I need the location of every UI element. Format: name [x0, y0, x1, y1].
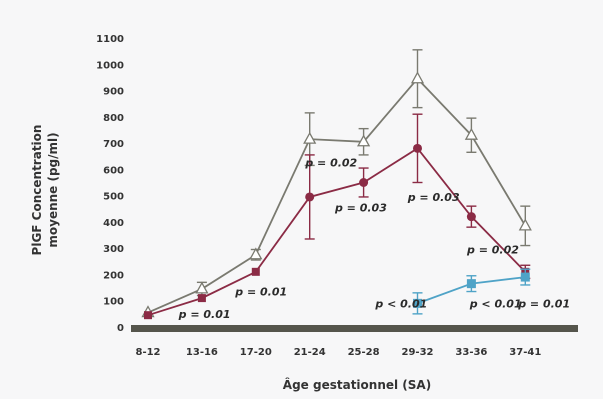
y-tick-label: 100	[103, 297, 124, 308]
data-point	[466, 279, 476, 289]
data-point	[305, 192, 315, 202]
x-tick-label: 37-41	[509, 347, 541, 358]
y-axis-title-line1: PlGF Concentration	[30, 125, 44, 256]
data-point	[464, 127, 478, 140]
data-point	[359, 178, 369, 187]
series-3	[412, 268, 531, 315]
data-point	[357, 134, 371, 147]
data-point	[413, 143, 422, 153]
y-tick-label: 900	[103, 87, 124, 98]
y-tick-label: 500	[103, 192, 124, 203]
data-point	[197, 294, 206, 303]
p-value-label: p = 0.03	[334, 201, 387, 214]
p-value-label: p = 0.02	[466, 243, 519, 256]
data-point	[410, 71, 425, 84]
y-tick-label: 200	[103, 270, 124, 281]
y-tick-label: 600	[103, 165, 124, 176]
series-layer	[141, 49, 532, 320]
y-tick-label: 700	[103, 139, 124, 150]
y-tick-labels: 0 100 200 300 400 500 600 700 800 900 1000 1100	[96, 34, 124, 334]
x-axis-baseline	[131, 325, 578, 332]
series-line	[147, 147, 526, 317]
data-point	[195, 281, 209, 294]
y-tick-label: 0	[117, 323, 124, 334]
y-tick-label: 300	[103, 244, 124, 255]
series-line	[147, 77, 527, 314]
data-point	[520, 272, 530, 282]
x-tick-label: 33-36	[455, 347, 487, 358]
data-point	[413, 298, 422, 308]
data-point	[303, 131, 317, 144]
x-tick-label: 21-24	[294, 347, 326, 358]
p-value-label: p < 0.01	[374, 297, 427, 310]
data-point	[251, 267, 260, 276]
p-value-label: p = 0.03	[407, 191, 460, 204]
x-tick-label: 17-20	[240, 347, 272, 358]
data-point	[144, 311, 152, 320]
p-value-label: p = 0.02	[304, 157, 357, 170]
x-tick-label: 25-28	[348, 347, 380, 358]
y-axis-title-line2: moyenne (pg/ml)	[46, 132, 60, 247]
series-2	[144, 113, 531, 320]
data-point	[249, 247, 263, 260]
p-value-label: p = 0.01	[517, 297, 570, 310]
data-point	[466, 212, 476, 222]
data-point	[518, 218, 532, 231]
annotations-layer: p = 0.01p = 0.01p = 0.02p = 0.03p = 0.03…	[178, 157, 570, 321]
y-tick-label: 1000	[96, 60, 124, 71]
x-tick-label: 8-12	[135, 347, 160, 358]
x-tick-label: 29-32	[402, 347, 434, 358]
x-tick-label: 13-16	[186, 347, 218, 358]
p-value-label: p = 0.01	[234, 285, 287, 298]
p-value-label: p = 0.01	[178, 308, 231, 321]
y-tick-label: 400	[103, 218, 124, 229]
y-tick-label: 800	[103, 113, 124, 124]
x-axis-title: Âge gestationnel (SA)	[283, 377, 431, 392]
p-value-label: p < 0.01	[469, 297, 522, 310]
x-tick-labels: 8-12 13-16 17-20 21-24 25-28 29-32 33-36 37-41	[135, 347, 541, 358]
y-tick-label: 1100	[96, 34, 124, 45]
